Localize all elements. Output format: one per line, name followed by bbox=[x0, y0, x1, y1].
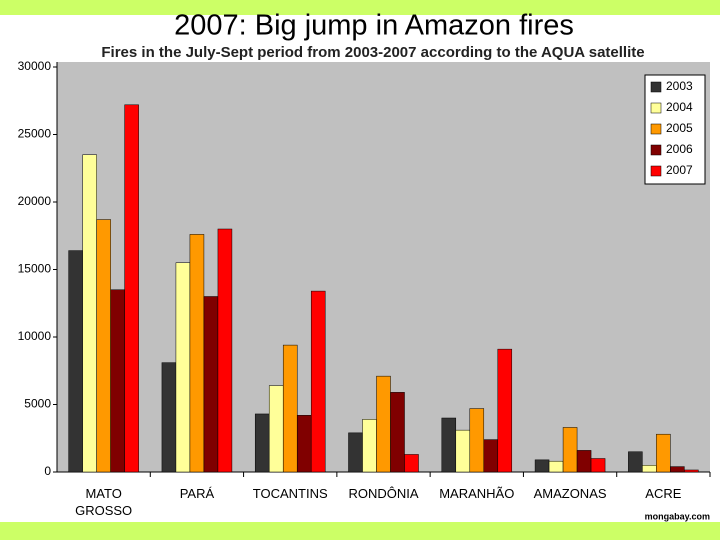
bar bbox=[642, 465, 657, 473]
bar bbox=[390, 392, 405, 473]
bar bbox=[175, 262, 191, 473]
bar bbox=[189, 234, 205, 473]
bar bbox=[684, 469, 699, 473]
bar bbox=[404, 454, 419, 473]
bar bbox=[548, 460, 564, 473]
bar bbox=[376, 375, 391, 473]
bar bbox=[161, 362, 177, 473]
chart-title: 2007: Big jump in Amazon fires bbox=[174, 10, 574, 42]
bar bbox=[348, 432, 363, 473]
y-tick-label: 10000 bbox=[18, 329, 52, 343]
bar bbox=[455, 429, 471, 473]
x-tick-label: AMAZONAS bbox=[533, 486, 607, 501]
bar bbox=[362, 419, 377, 473]
bar bbox=[82, 154, 97, 473]
bar bbox=[628, 451, 643, 473]
bar bbox=[296, 415, 312, 473]
x-tick-label: PARÁ bbox=[179, 486, 215, 501]
bar bbox=[534, 459, 550, 473]
bar bbox=[656, 433, 671, 473]
bar bbox=[483, 439, 499, 473]
bar bbox=[282, 344, 298, 473]
bar bbox=[576, 450, 592, 473]
y-tick-label: 0 bbox=[44, 464, 51, 478]
y-tick-label: 15000 bbox=[18, 262, 52, 276]
x-tick-label: RONDÔNIA bbox=[348, 486, 419, 501]
bar bbox=[562, 427, 578, 473]
y-tick-label: 30000 bbox=[18, 59, 52, 73]
bar bbox=[110, 289, 125, 473]
bar bbox=[310, 290, 326, 473]
x-tick-label: MATO GROSSO bbox=[75, 486, 133, 518]
bar bbox=[124, 104, 139, 473]
bar bbox=[670, 466, 685, 473]
bar bbox=[441, 417, 457, 473]
bar bbox=[203, 296, 219, 473]
bar bbox=[96, 219, 111, 473]
y-tick-label: 20000 bbox=[18, 194, 52, 208]
y-tick-label: 25000 bbox=[18, 127, 52, 141]
x-tick-label: MARANHÃO bbox=[439, 486, 515, 501]
bar bbox=[497, 348, 513, 473]
bar bbox=[590, 458, 606, 473]
source-credit: mongabay.com bbox=[645, 511, 710, 521]
legend-swatch bbox=[650, 165, 662, 177]
legend-swatch bbox=[650, 102, 662, 114]
bar bbox=[469, 408, 485, 473]
y-tick-label: 5000 bbox=[24, 397, 51, 411]
bar bbox=[217, 228, 233, 473]
bar bbox=[254, 413, 270, 473]
legend-swatch bbox=[650, 144, 662, 156]
legend-label: 2005 bbox=[666, 121, 693, 135]
legend-label: 2003 bbox=[666, 79, 693, 93]
legend-label: 2004 bbox=[666, 100, 693, 114]
legend-label: 2006 bbox=[666, 142, 693, 156]
x-tick-label: ACRE bbox=[645, 486, 682, 501]
bar bbox=[268, 385, 284, 473]
legend-swatch bbox=[650, 81, 662, 93]
chart-subtitle: Fires in the July-Sept period from 2003-… bbox=[101, 44, 644, 61]
legend-label: 2007 bbox=[666, 163, 693, 177]
x-tick-label: TOCANTINS bbox=[252, 486, 328, 501]
bar bbox=[68, 250, 83, 473]
legend-swatch bbox=[650, 123, 662, 135]
